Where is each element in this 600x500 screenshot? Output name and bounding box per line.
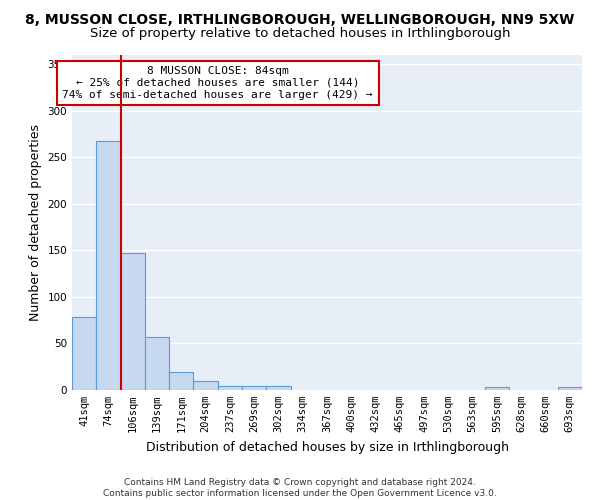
X-axis label: Distribution of detached houses by size in Irthlingborough: Distribution of detached houses by size … — [146, 440, 509, 454]
Bar — [485, 387, 509, 390]
Bar — [169, 372, 193, 390]
Bar — [558, 387, 582, 390]
Text: 8 MUSSON CLOSE: 84sqm
← 25% of detached houses are smaller (144)
74% of semi-det: 8 MUSSON CLOSE: 84sqm ← 25% of detached … — [62, 66, 373, 100]
Text: 8, MUSSON CLOSE, IRTHLINGBOROUGH, WELLINGBOROUGH, NN9 5XW: 8, MUSSON CLOSE, IRTHLINGBOROUGH, WELLIN… — [25, 12, 575, 26]
Bar — [218, 386, 242, 390]
Bar — [96, 140, 121, 390]
Bar — [242, 386, 266, 390]
Text: Contains HM Land Registry data © Crown copyright and database right 2024.
Contai: Contains HM Land Registry data © Crown c… — [103, 478, 497, 498]
Bar — [193, 380, 218, 390]
Bar — [72, 318, 96, 390]
Bar — [266, 386, 290, 390]
Text: Size of property relative to detached houses in Irthlingborough: Size of property relative to detached ho… — [90, 28, 510, 40]
Bar — [145, 337, 169, 390]
Y-axis label: Number of detached properties: Number of detached properties — [29, 124, 42, 321]
Bar — [121, 253, 145, 390]
